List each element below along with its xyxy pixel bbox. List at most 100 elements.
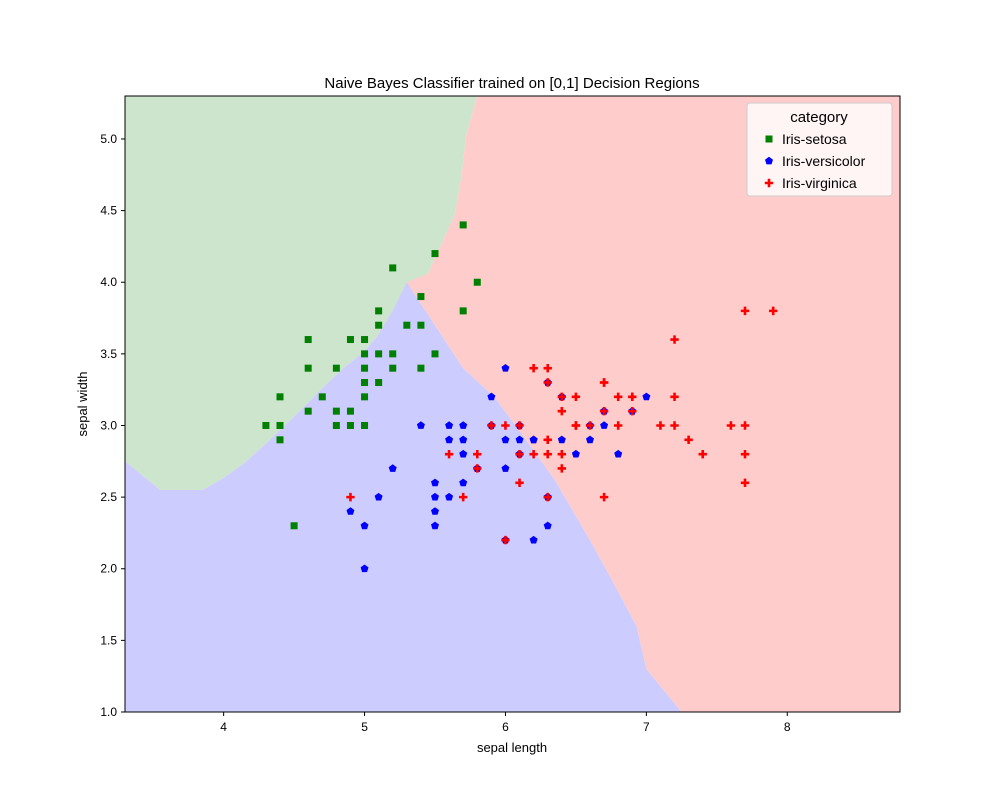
data-point — [642, 392, 651, 401]
data-point — [628, 392, 637, 402]
data-point — [557, 392, 567, 402]
data-point — [361, 379, 369, 387]
data-point — [304, 336, 312, 344]
data-point — [431, 507, 439, 515]
data-point — [628, 406, 637, 416]
x-tick-label: 7 — [643, 720, 650, 734]
legend-label: Iris-virginica — [782, 175, 857, 191]
data-point — [360, 521, 369, 530]
data-point — [431, 350, 439, 358]
x-axis: 4 5 6 7 8 — [220, 712, 791, 734]
data-point — [501, 535, 510, 545]
data-point — [529, 435, 538, 444]
y-tick-label: 5.0 — [100, 132, 117, 146]
data-point — [346, 507, 355, 515]
data-point — [389, 364, 397, 372]
data-point — [416, 421, 425, 429]
data-point — [361, 421, 369, 429]
data-point — [515, 421, 524, 430]
data-point — [698, 449, 707, 459]
y-tick-label: 4.5 — [100, 204, 117, 218]
data-point — [346, 421, 354, 429]
data-point — [501, 435, 510, 444]
y-axis-label: sepal width — [75, 371, 90, 436]
data-point — [543, 363, 552, 373]
data-point — [459, 449, 468, 458]
decision-regions — [125, 96, 900, 712]
data-point — [670, 421, 679, 430]
data-point — [501, 364, 510, 372]
x-tick-label: 4 — [220, 720, 227, 734]
data-point — [332, 407, 340, 415]
data-point — [571, 449, 580, 458]
data-point — [459, 307, 467, 315]
data-point — [431, 250, 439, 258]
data-point — [557, 435, 566, 444]
data-point — [599, 492, 609, 502]
data-point — [613, 421, 623, 430]
data-point — [332, 421, 340, 429]
data-point — [613, 392, 623, 402]
data-point — [389, 264, 397, 272]
data-point — [473, 278, 481, 286]
data-point — [473, 449, 482, 459]
data-point — [459, 478, 468, 487]
data-point — [487, 392, 496, 401]
data-point — [670, 392, 679, 402]
data-point — [304, 407, 312, 415]
y-tick-label: 2.0 — [100, 562, 117, 576]
y-tick-label: 3.0 — [100, 418, 117, 432]
data-point — [346, 407, 354, 415]
data-point — [417, 321, 425, 329]
data-point — [361, 364, 369, 372]
data-point — [332, 364, 340, 372]
data-point — [726, 421, 736, 430]
legend-label: Iris-setosa — [782, 131, 847, 147]
data-point — [543, 378, 552, 387]
data-point — [360, 564, 369, 573]
x-axis-label: sepal length — [477, 740, 547, 755]
plot-frame — [124, 95, 901, 713]
data-point — [740, 421, 750, 430]
data-point — [557, 406, 567, 416]
data-point — [515, 435, 524, 444]
data-point — [656, 421, 665, 430]
data-point — [599, 406, 609, 416]
legend-marker — [765, 135, 773, 143]
data-point — [304, 364, 312, 372]
data-point — [543, 435, 552, 445]
data-point — [557, 464, 567, 473]
data-point — [262, 421, 270, 429]
data-point — [599, 378, 609, 387]
data-point — [501, 464, 510, 472]
data-point — [684, 435, 693, 445]
data-point — [318, 393, 326, 401]
data-points — [262, 221, 778, 573]
legend-label: Iris-versicolor — [782, 153, 866, 169]
data-point — [515, 478, 524, 487]
data-point — [515, 449, 524, 459]
data-point — [543, 449, 552, 459]
data-point — [585, 421, 595, 430]
legend-marker — [764, 178, 774, 188]
data-point — [375, 379, 383, 387]
data-point — [529, 363, 538, 373]
data-point — [571, 392, 581, 402]
data-point — [473, 464, 482, 473]
legend-box — [746, 102, 893, 197]
data-point — [458, 492, 468, 502]
data-point — [445, 421, 454, 429]
data-point — [614, 449, 623, 458]
data-point — [459, 221, 467, 229]
data-point — [388, 464, 397, 472]
decision-region — [125, 282, 682, 712]
chart-title: Naive Bayes Classifier trained on [0,1] … — [324, 75, 699, 92]
data-point — [586, 435, 594, 444]
y-tick-label: 3.5 — [100, 347, 117, 361]
data-point — [740, 306, 750, 316]
data-point — [543, 492, 552, 502]
data-point — [276, 436, 284, 444]
data-point — [276, 393, 284, 401]
data-point — [431, 492, 439, 501]
data-point — [459, 421, 468, 429]
